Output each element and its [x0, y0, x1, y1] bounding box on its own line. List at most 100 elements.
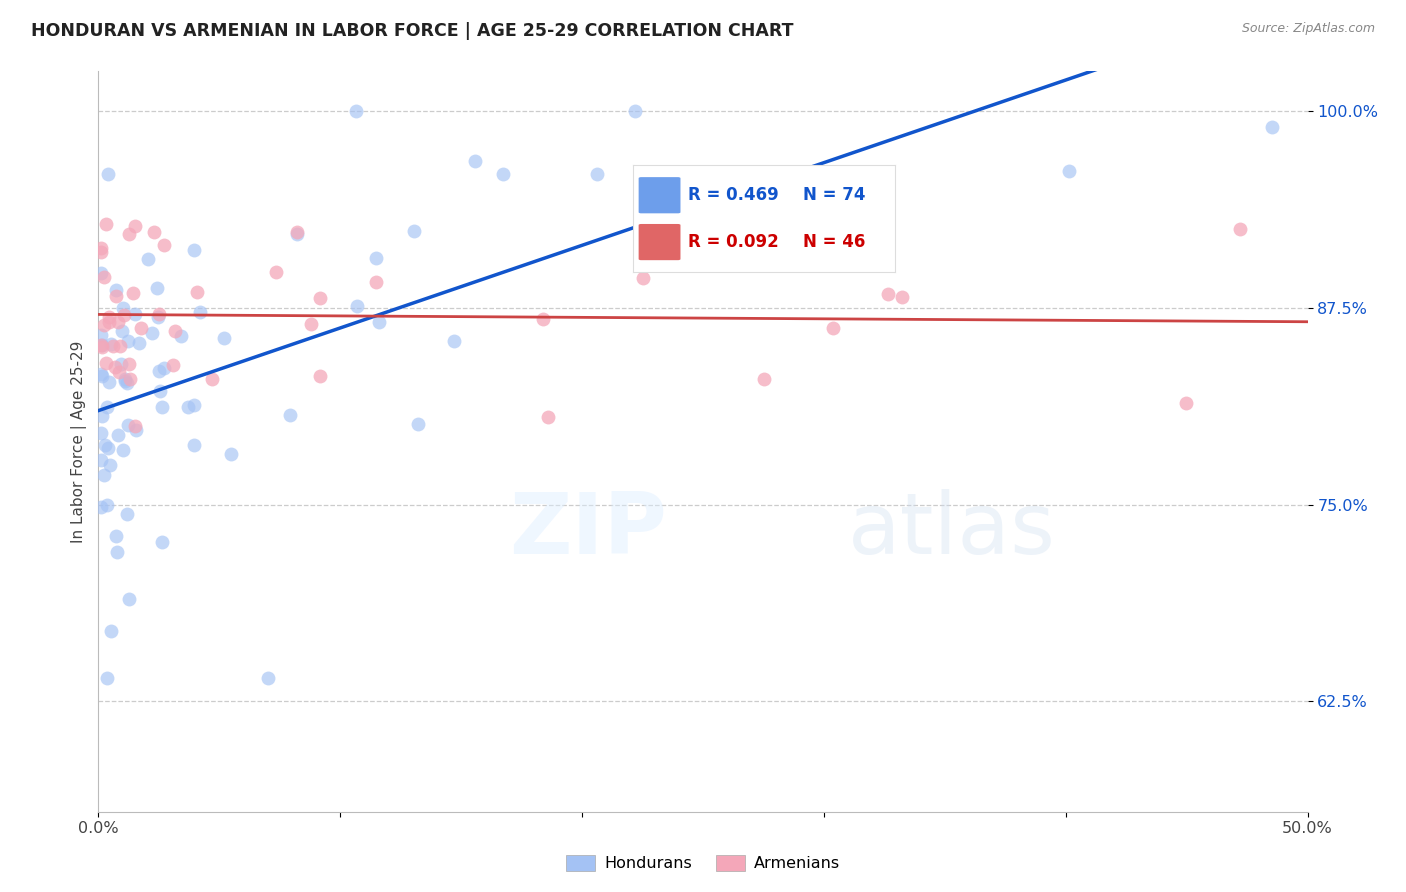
Point: [96, 167, 118, 181]
Point: [110, 339, 132, 353]
Point: [537, 409, 560, 424]
Point: [115, 376, 138, 391]
Text: R = 0.469: R = 0.469: [689, 186, 779, 204]
Point: [264, 265, 287, 279]
Point: [90, 500, 112, 514]
Point: [117, 507, 139, 521]
Point: [90, 425, 112, 440]
Point: [118, 372, 141, 386]
Point: [94, 356, 117, 370]
Point: [219, 447, 242, 461]
Point: [107, 315, 129, 329]
Point: [108, 365, 131, 379]
Point: [91, 337, 114, 351]
Point: [149, 384, 172, 399]
Point: [624, 103, 647, 118]
Point: [186, 285, 208, 299]
Point: [105, 289, 128, 303]
Point: [90, 241, 112, 255]
Point: [1229, 222, 1251, 236]
Point: [212, 330, 235, 344]
Point: [153, 237, 176, 252]
Point: [890, 290, 912, 304]
Point: [491, 167, 513, 181]
Point: [90, 367, 112, 381]
Point: [714, 167, 737, 181]
Point: [91, 409, 114, 423]
Point: [117, 357, 139, 371]
Point: [464, 153, 486, 168]
Text: N = 74: N = 74: [803, 186, 866, 204]
Point: [183, 243, 205, 257]
Point: [98, 310, 121, 324]
Point: [125, 423, 148, 437]
Point: [93, 269, 115, 284]
Y-axis label: In Labor Force | Age 25-29: In Labor Force | Age 25-29: [72, 341, 87, 542]
Point: [129, 320, 152, 334]
Point: [110, 357, 132, 371]
Point: [100, 624, 122, 638]
Point: [124, 308, 146, 322]
Point: [90, 452, 112, 467]
Point: [114, 374, 136, 388]
Point: [90, 340, 112, 354]
Text: ZIP: ZIP: [509, 489, 666, 572]
Point: [96, 498, 118, 512]
Point: [97, 441, 120, 455]
Point: [1059, 164, 1081, 178]
Point: [90, 266, 112, 280]
Point: [346, 299, 368, 313]
Point: [96, 400, 118, 414]
Text: R = 0.092: R = 0.092: [689, 233, 779, 251]
Point: [285, 225, 308, 239]
Point: [876, 287, 898, 301]
Point: [150, 535, 173, 549]
Point: [165, 324, 187, 338]
Point: [443, 334, 465, 349]
Point: [1261, 120, 1284, 134]
Point: [344, 103, 367, 118]
Point: [285, 227, 308, 241]
Point: [183, 438, 205, 452]
Point: [142, 225, 165, 239]
Point: [364, 251, 387, 265]
Point: [821, 320, 844, 334]
Point: [96, 671, 118, 685]
Text: HONDURAN VS ARMENIAN IN LABOR FORCE | AGE 25-29 CORRELATION CHART: HONDURAN VS ARMENIAN IN LABOR FORCE | AG…: [31, 22, 793, 40]
Point: [366, 276, 388, 290]
Point: [201, 371, 224, 385]
Point: [170, 328, 193, 343]
Point: [128, 335, 150, 350]
Point: [308, 368, 330, 383]
Point: [367, 315, 389, 329]
FancyBboxPatch shape: [638, 178, 681, 213]
Point: [162, 359, 184, 373]
Point: [124, 219, 146, 233]
Point: [148, 364, 170, 378]
Point: [531, 312, 554, 326]
Point: [91, 369, 114, 384]
Text: atlas: atlas: [848, 489, 1056, 572]
Point: [112, 442, 135, 457]
Point: [105, 545, 128, 559]
Point: [148, 308, 170, 322]
Point: [585, 167, 607, 181]
Point: [136, 252, 159, 266]
Point: [98, 315, 121, 329]
Point: [406, 417, 429, 431]
Point: [114, 372, 136, 386]
Point: [118, 592, 141, 607]
Point: [402, 224, 425, 238]
Point: [117, 417, 139, 432]
Point: [107, 428, 129, 442]
Point: [98, 375, 121, 389]
Point: [299, 317, 322, 331]
Point: [94, 217, 117, 231]
Point: [707, 167, 730, 181]
FancyBboxPatch shape: [638, 224, 681, 260]
Point: [308, 291, 330, 305]
Point: [631, 271, 654, 285]
Point: [256, 671, 278, 685]
Point: [94, 438, 117, 452]
Point: [90, 245, 112, 260]
